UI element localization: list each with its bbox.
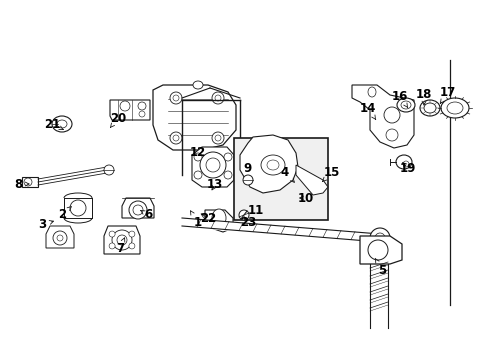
Text: 19: 19 [399,162,415,175]
Text: 11: 11 [247,203,264,216]
Ellipse shape [446,102,462,114]
Ellipse shape [57,120,67,128]
Text: 2: 2 [58,207,71,221]
Ellipse shape [367,87,375,97]
Text: 9: 9 [244,162,252,175]
Polygon shape [351,85,413,148]
Bar [22,177,38,187]
Text: 5: 5 [374,258,386,276]
Ellipse shape [109,231,115,237]
Ellipse shape [129,201,147,219]
Ellipse shape [215,135,221,141]
Polygon shape [46,226,74,248]
Ellipse shape [212,92,224,104]
Ellipse shape [200,152,225,178]
Polygon shape [192,147,234,187]
Text: 17: 17 [439,85,455,104]
Ellipse shape [133,205,142,215]
Polygon shape [110,100,150,120]
Ellipse shape [138,102,146,110]
Text: 22: 22 [200,211,216,225]
Ellipse shape [423,103,435,113]
Text: 20: 20 [110,112,126,127]
Ellipse shape [236,156,244,164]
Ellipse shape [173,95,179,101]
Ellipse shape [52,116,72,132]
Ellipse shape [212,132,224,144]
Ellipse shape [367,240,387,260]
Text: 4: 4 [280,166,294,182]
Text: 12: 12 [189,145,206,158]
Bar [234,138,327,220]
Ellipse shape [194,153,202,161]
Ellipse shape [57,235,63,241]
Ellipse shape [369,228,389,248]
Ellipse shape [212,209,225,227]
Ellipse shape [266,160,279,170]
Text: 1: 1 [190,211,202,230]
Ellipse shape [194,171,202,179]
Polygon shape [359,236,401,264]
Ellipse shape [112,230,132,250]
Text: 18: 18 [415,87,431,105]
Ellipse shape [383,107,399,123]
Ellipse shape [53,231,67,245]
Ellipse shape [440,98,468,118]
Ellipse shape [261,155,285,175]
Ellipse shape [385,129,397,141]
Text: 3: 3 [38,219,53,231]
Polygon shape [104,226,140,254]
Ellipse shape [243,175,252,185]
Ellipse shape [215,95,221,101]
Ellipse shape [395,155,411,169]
Ellipse shape [129,231,135,237]
Polygon shape [295,165,327,195]
Text: 13: 13 [206,179,223,192]
Bar [64,198,92,218]
Ellipse shape [400,101,410,109]
Ellipse shape [396,98,414,112]
Text: 23: 23 [240,216,256,229]
Ellipse shape [139,111,145,117]
Ellipse shape [170,92,182,104]
Ellipse shape [224,171,231,179]
Ellipse shape [205,158,220,172]
Ellipse shape [374,233,384,243]
Ellipse shape [104,165,114,175]
Ellipse shape [70,200,86,216]
Ellipse shape [224,153,231,161]
Text: 7: 7 [116,238,124,255]
Polygon shape [122,198,154,218]
Text: 21: 21 [44,117,63,130]
Polygon shape [153,85,236,150]
Text: 16: 16 [391,90,407,108]
Ellipse shape [24,178,32,186]
Text: 8: 8 [14,177,29,190]
Ellipse shape [129,243,135,249]
Ellipse shape [236,169,244,177]
Ellipse shape [117,235,127,245]
Polygon shape [204,210,232,232]
Ellipse shape [120,101,130,111]
Text: 15: 15 [322,166,340,181]
Text: 6: 6 [141,208,152,221]
Ellipse shape [109,243,115,249]
Polygon shape [240,135,297,193]
Text: 10: 10 [297,192,313,204]
Ellipse shape [173,135,179,141]
Text: 14: 14 [359,102,375,120]
Ellipse shape [419,100,439,116]
Ellipse shape [402,161,408,167]
Ellipse shape [193,81,203,89]
Ellipse shape [239,210,248,220]
Ellipse shape [170,132,182,144]
